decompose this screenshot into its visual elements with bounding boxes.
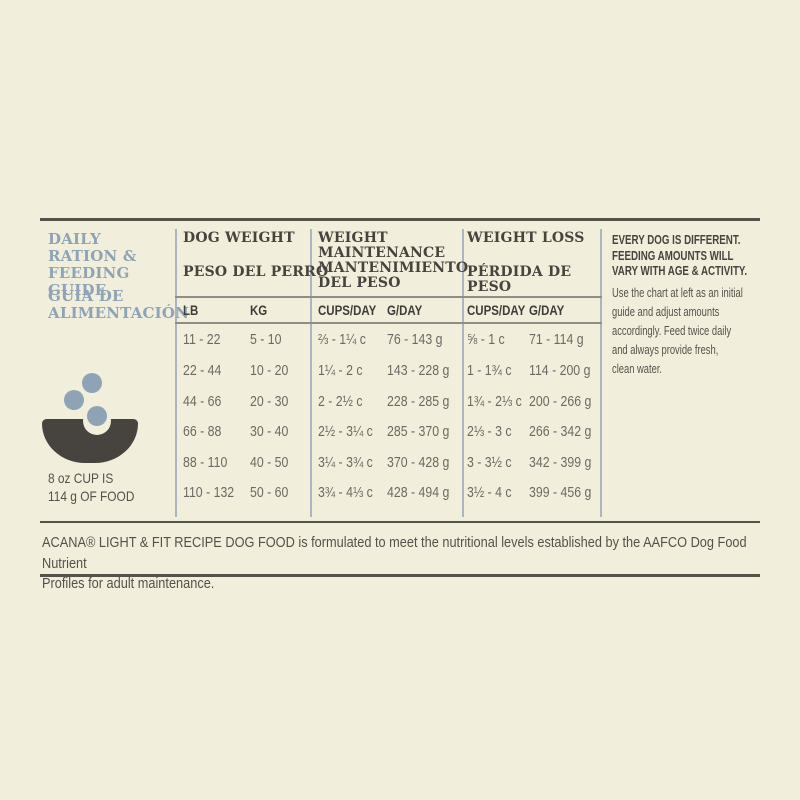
column-divider bbox=[310, 229, 312, 517]
cell-kg: 20 - 30 bbox=[250, 394, 289, 410]
subhead-loss-cups: CUPS/DAY bbox=[467, 303, 526, 318]
col-loss-en: WEIGHT LOSS bbox=[467, 230, 585, 246]
col-dog-weight-es: PESO DEL PERRO bbox=[183, 264, 329, 280]
cell-maint-g: 143 - 228 g bbox=[387, 363, 450, 379]
cell-maint-g: 76 - 143 g bbox=[387, 332, 443, 348]
cell-kg: 5 - 10 bbox=[250, 332, 282, 348]
footer-rule-top bbox=[40, 521, 760, 523]
subhead-maint-g: G/DAY bbox=[387, 303, 423, 318]
aside-body: Use the chart at left as an initial guid… bbox=[612, 286, 743, 376]
cell-loss-g: 266 - 342 g bbox=[529, 424, 592, 440]
cell-maint-g: 228 - 285 g bbox=[387, 394, 450, 410]
cell-maint-cups: 2 - 2½ c bbox=[318, 394, 363, 410]
cell-loss-g: 399 - 456 g bbox=[529, 485, 592, 501]
cell-lb: 88 - 110 bbox=[183, 455, 228, 471]
cell-kg: 10 - 20 bbox=[250, 363, 289, 379]
subhead-loss-g: G/DAY bbox=[529, 303, 565, 318]
aafco-statement: ACANA® LIGHT & FIT RECIPE DOG FOOD is fo… bbox=[42, 535, 747, 592]
cell-loss-cups: 1 - 1¾ c bbox=[467, 363, 512, 379]
cell-loss-cups: 2⅓ - 3 c bbox=[467, 424, 512, 440]
column-divider bbox=[462, 229, 464, 517]
col-maintenance-en: WEIGHT MAINTENANCE bbox=[318, 230, 446, 261]
cell-loss-cups: 1¾ - 2⅓ c bbox=[467, 394, 522, 410]
top-rule bbox=[40, 218, 760, 221]
cell-kg: 40 - 50 bbox=[250, 455, 289, 471]
kibble-dot bbox=[64, 390, 84, 410]
cell-loss-g: 342 - 399 g bbox=[529, 455, 592, 471]
column-divider bbox=[175, 229, 177, 517]
col-maintenance-es: MANTENIMIENTO DEL PESO bbox=[318, 260, 469, 291]
cell-lb: 66 - 88 bbox=[183, 424, 222, 440]
kibble-dot bbox=[82, 373, 102, 393]
cell-loss-g: 200 - 266 g bbox=[529, 394, 592, 410]
column-divider bbox=[600, 229, 602, 517]
cell-loss-g: 71 - 114 g bbox=[529, 332, 584, 348]
cell-maint-cups: 1¼ - 2 c bbox=[318, 363, 363, 379]
guide-title-es: GUIA DE ALIMENTACIÓN bbox=[48, 287, 190, 322]
cell-lb: 22 - 44 bbox=[183, 363, 222, 379]
grid-line bbox=[175, 296, 602, 298]
cell-lb: 11 - 22 bbox=[183, 332, 221, 348]
subhead-maint-cups: CUPS/DAY bbox=[318, 303, 377, 318]
cup-size-note: 8 oz CUP IS 114 g OF FOOD bbox=[48, 470, 135, 504]
cell-kg: 50 - 60 bbox=[250, 485, 289, 501]
cell-maint-cups: ⅔ - 1¼ c bbox=[318, 332, 366, 348]
cell-loss-cups: ⅝ - 1 c bbox=[467, 332, 505, 348]
cell-loss-cups: 3 - 3½ c bbox=[467, 455, 512, 471]
col-dog-weight-en: DOG WEIGHT bbox=[183, 230, 295, 246]
grid-line bbox=[175, 322, 602, 324]
cell-maint-cups: 2½ - 3¼ c bbox=[318, 424, 373, 440]
cell-maint-g: 285 - 370 g bbox=[387, 424, 450, 440]
aside-heading: EVERY DOG IS DIFFERENT. FEEDING AMOUNTS … bbox=[612, 232, 748, 278]
cell-maint-cups: 3¾ - 4⅓ c bbox=[318, 485, 373, 501]
cell-kg: 30 - 40 bbox=[250, 424, 289, 440]
cell-lb: 44 - 66 bbox=[183, 394, 222, 410]
footer-rule-bottom bbox=[40, 574, 760, 577]
cell-lb: 110 - 132 bbox=[183, 485, 235, 501]
bowl-with-kibble-icon bbox=[42, 370, 142, 470]
subhead-lb: LB bbox=[183, 303, 199, 318]
cell-maint-g: 428 - 494 g bbox=[387, 485, 450, 501]
cell-loss-cups: 3½ - 4 c bbox=[467, 485, 512, 501]
col-loss-es: PÉRDIDA DE PESO bbox=[467, 264, 572, 295]
cell-maint-cups: 3¼ - 3¾ c bbox=[318, 455, 373, 471]
kibble-dot bbox=[87, 406, 107, 426]
cell-maint-g: 370 - 428 g bbox=[387, 455, 450, 471]
guide-title-en: DAILY RATION & FEEDING GUIDE bbox=[48, 230, 137, 299]
subhead-kg: KG bbox=[250, 303, 268, 318]
cell-loss-g: 114 - 200 g bbox=[529, 363, 591, 379]
